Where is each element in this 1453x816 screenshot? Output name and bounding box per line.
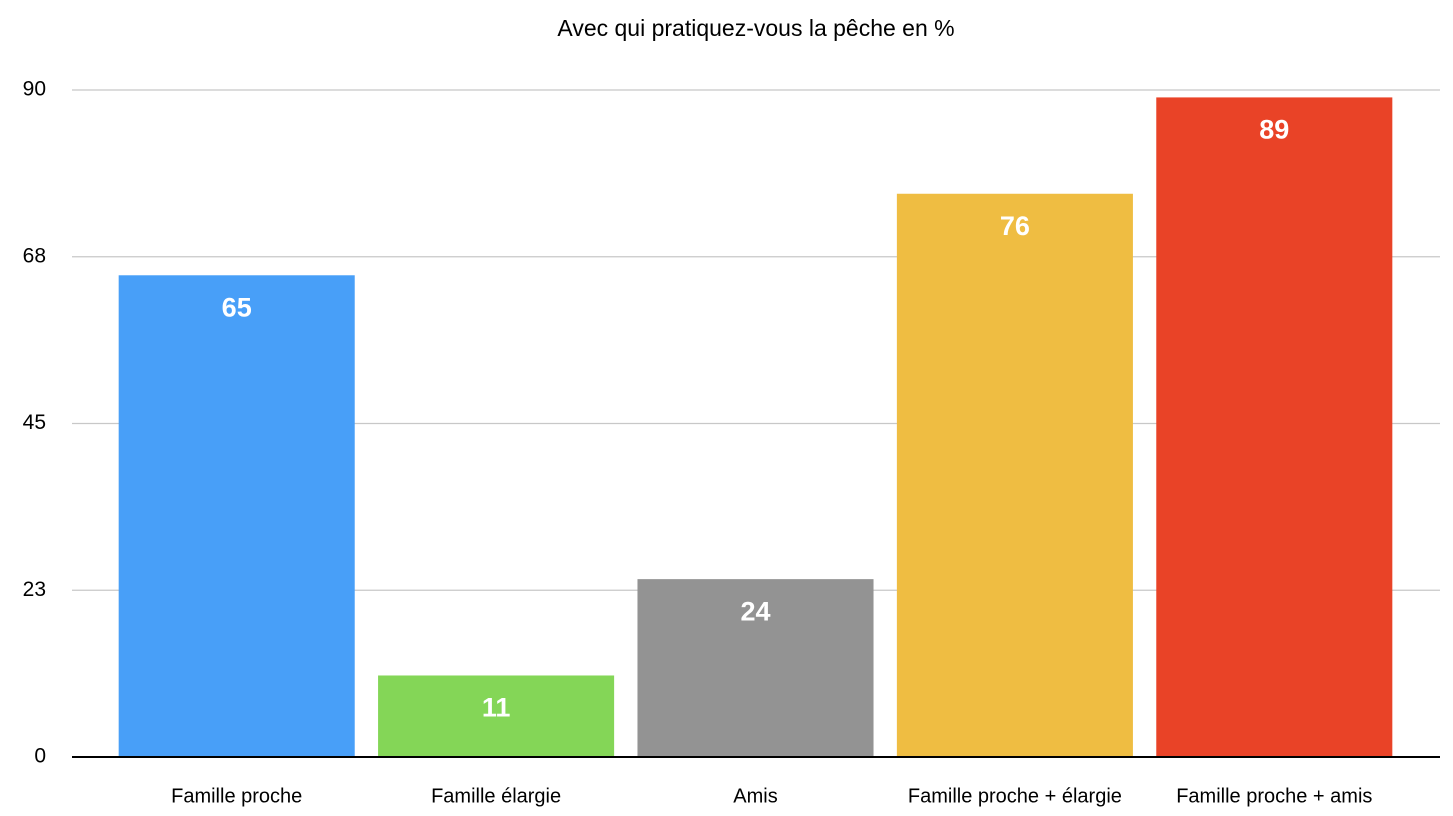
- x-tick-label: Famille proche: [171, 785, 302, 807]
- x-tick-label: Famille élargie: [431, 785, 561, 807]
- x-tick-label: Amis: [733, 785, 777, 807]
- bar: [1156, 97, 1393, 757]
- chart-title: Avec qui pratiquez-vous la pêche en %: [557, 15, 954, 41]
- bar: [896, 193, 1133, 757]
- bar: [637, 579, 874, 757]
- y-tick-label: 0: [34, 745, 46, 768]
- data-label: 24: [740, 596, 770, 626]
- data-label: 89: [1259, 115, 1289, 145]
- data-label: 11: [482, 693, 511, 723]
- y-tick-label: 45: [23, 411, 46, 434]
- data-label: 65: [222, 292, 252, 322]
- bar: [118, 275, 355, 757]
- y-tick-label: 90: [23, 78, 46, 101]
- x-tick-label: Famille proche + élargie: [908, 785, 1122, 807]
- bar: [378, 675, 615, 757]
- x-tick-label: Famille proche + amis: [1176, 785, 1372, 807]
- y-tick-label: 68: [23, 244, 46, 267]
- data-label: 76: [1000, 211, 1030, 241]
- y-tick-label: 23: [23, 578, 46, 601]
